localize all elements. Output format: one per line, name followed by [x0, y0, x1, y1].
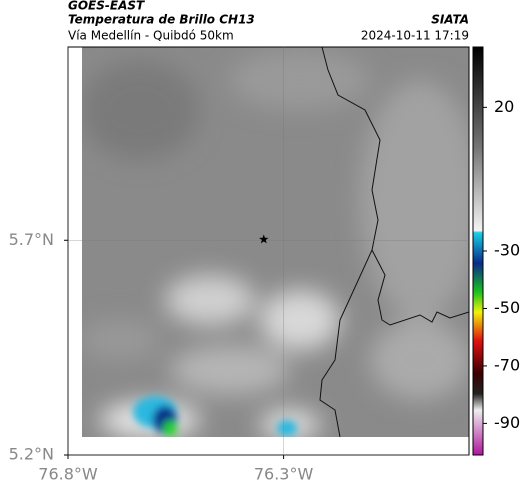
satellite-image: [82, 47, 469, 437]
colorbar-tick-label: -30: [494, 241, 520, 260]
colorbar: [472, 46, 484, 456]
colorbar-tick-label: -70: [494, 355, 520, 374]
x-tick-label: 76.8°W: [38, 465, 98, 484]
subtitle: Vía Medellín - Quibdó 50km: [68, 29, 234, 43]
source: GOES-EAST: [68, 0, 145, 13]
location-marker: [259, 234, 269, 244]
timestamp: 2024-10-11 17:19: [361, 29, 469, 43]
title: Temperatura de Brillo CH13: [68, 13, 255, 27]
brand: SIATA: [431, 13, 469, 27]
y-tick-label: 5.2°N: [9, 445, 54, 464]
colorbar-tick-label: -50: [494, 298, 520, 317]
x-tick-label: 76.3°W: [254, 465, 314, 484]
colorbar-tick-label: -90: [494, 413, 520, 432]
y-tick-label: 5.7°N: [9, 230, 54, 249]
colorbar-tick-label: 20: [494, 97, 514, 116]
